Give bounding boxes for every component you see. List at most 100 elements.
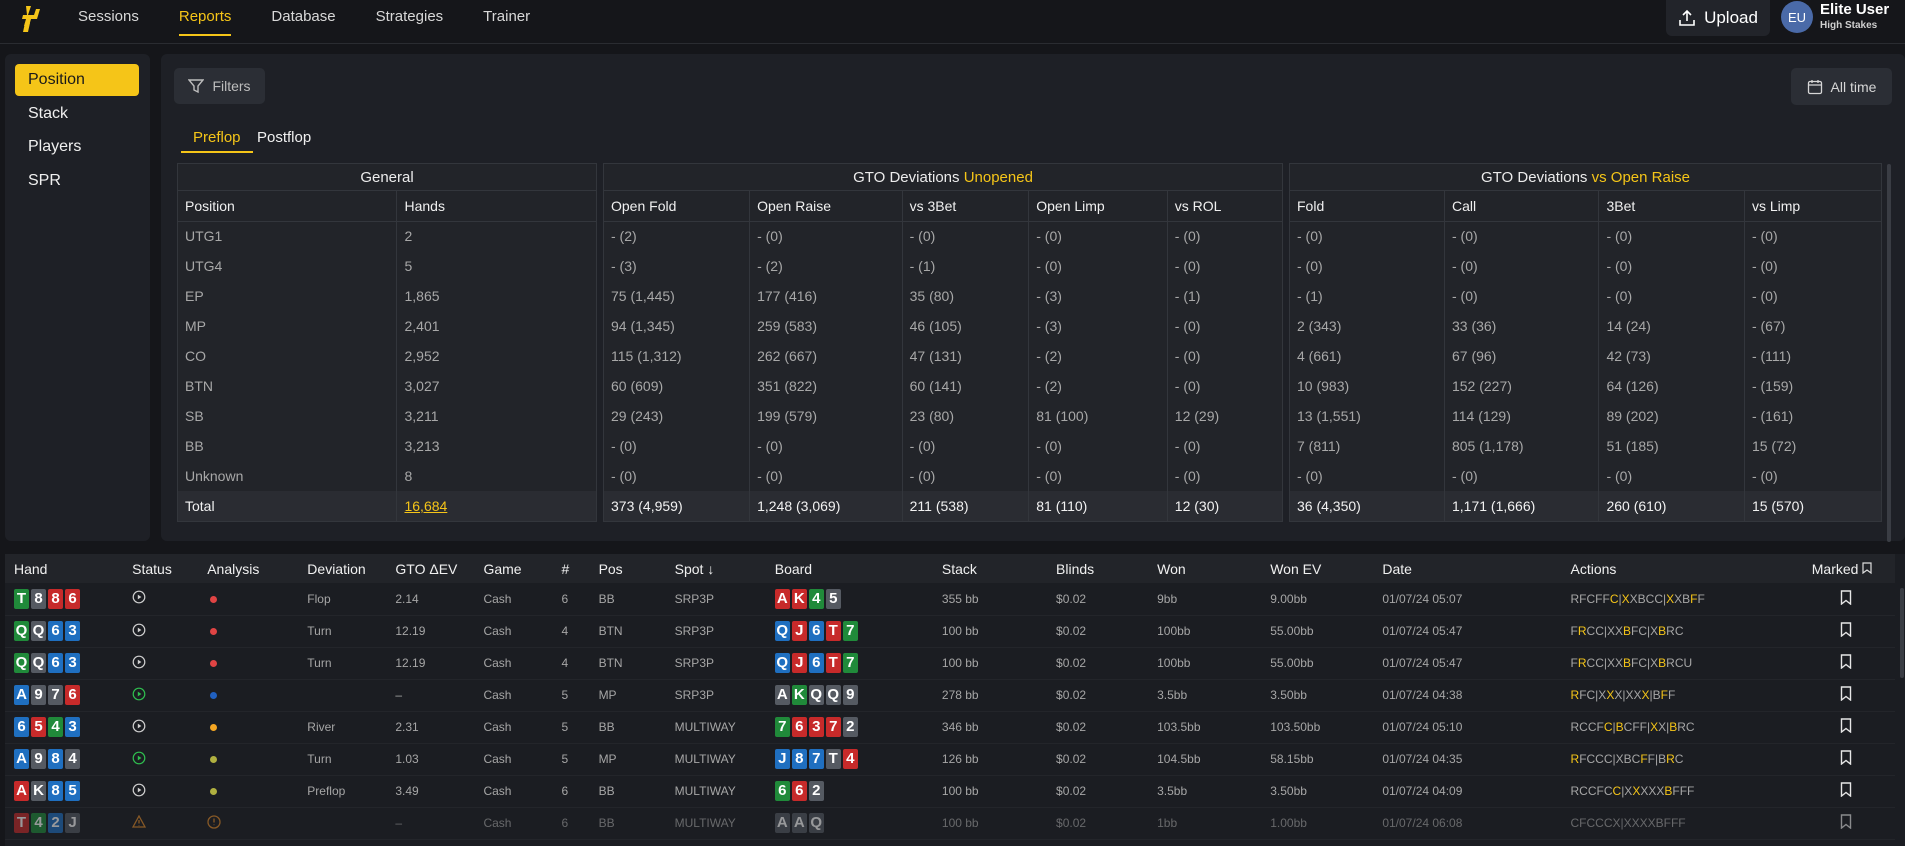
hand-row[interactable]: A 9 8 4 Turn 1.03 Cash 5 MP MULTIWAY J 8 7 T 4 126 bb $0…: [5, 743, 1895, 776]
column-header[interactable]: Game: [474, 554, 553, 583]
avatar[interactable]: EU: [1781, 1, 1813, 33]
column-header[interactable]: Board: [765, 554, 933, 583]
column-header[interactable]: #: [552, 554, 590, 583]
marked-cell[interactable]: [1802, 647, 1895, 680]
column-header[interactable]: Deviation: [298, 554, 387, 583]
hands-scrollbar[interactable]: [1900, 588, 1904, 678]
sidebar-item-players[interactable]: Players: [28, 138, 82, 155]
table-row[interactable]: BTN 3,027: [178, 371, 596, 401]
hand-row[interactable]: Q Q 6 3 Turn 12.19 Cash 4 BTN SRP3P Q J 6 T 7 100 bb $0.…: [5, 647, 1895, 680]
table-row[interactable]: UTG4 5: [178, 251, 596, 281]
table-row[interactable]: 60 (609) 351 (822) 60 (141) - (2) - (0): [604, 371, 1282, 401]
table-row[interactable]: 94 (1,345) 259 (583) 46 (105) - (3) - (0): [604, 311, 1282, 341]
column-header[interactable]: Status: [123, 554, 199, 583]
table-row[interactable]: 75 (1,445) 177 (416) 35 (80) - (3) - (1): [604, 281, 1282, 311]
column-header[interactable]: Date: [1373, 554, 1562, 583]
marked-cell[interactable]: [1802, 743, 1895, 776]
column-header[interactable]: Pos: [589, 554, 666, 583]
nav-database[interactable]: Database: [271, 8, 336, 25]
tab-postflop[interactable]: Postflop: [257, 129, 312, 146]
status-cell[interactable]: [123, 807, 199, 840]
column-header[interactable]: Won EV: [1261, 554, 1374, 583]
column-header[interactable]: Spot ↓: [665, 554, 766, 583]
logo-icon[interactable]: [22, 6, 40, 32]
bookmark-icon[interactable]: [1840, 590, 1852, 606]
column-header[interactable]: Stack: [932, 554, 1048, 583]
column-header[interactable]: Call: [1444, 191, 1600, 222]
table-row[interactable]: MP 2,401: [178, 311, 596, 341]
column-header[interactable]: Open Fold: [604, 191, 751, 222]
column-header[interactable]: Blinds: [1047, 554, 1149, 583]
status-cell[interactable]: [123, 583, 199, 616]
bookmark-icon[interactable]: [1840, 686, 1852, 702]
column-header[interactable]: vs 3Bet: [902, 191, 1030, 222]
column-header[interactable]: Hand: [5, 554, 124, 583]
table-row[interactable]: - (3) - (2) - (1) - (0) - (0): [604, 251, 1282, 281]
table-row[interactable]: 13 (1,551) 114 (129) 89 (202) - (161): [1290, 401, 1881, 431]
nav-sessions[interactable]: Sessions: [78, 8, 139, 25]
column-header[interactable]: Position: [178, 191, 398, 222]
column-header[interactable]: Analysis: [198, 554, 299, 583]
marked-cell[interactable]: [1802, 775, 1895, 808]
table-row[interactable]: 10 (983) 152 (227) 64 (126) - (159): [1290, 371, 1881, 401]
column-header[interactable]: Fold: [1290, 191, 1445, 222]
table-row[interactable]: - (0) - (0) - (0) - (0) - (0): [604, 431, 1282, 461]
table-row[interactable]: 29 (243) 199 (579) 23 (80) 81 (100) 12 (29): [604, 401, 1282, 431]
table-row[interactable]: UTG1 2: [178, 221, 596, 251]
status-cell[interactable]: [123, 711, 199, 744]
column-header[interactable]: Open Raise: [749, 191, 903, 222]
marked-cell[interactable]: [1802, 583, 1895, 616]
tab-preflop[interactable]: Preflop: [181, 126, 253, 153]
column-header[interactable]: Won: [1148, 554, 1262, 583]
status-cell[interactable]: [123, 647, 199, 680]
filters-button[interactable]: Filters: [174, 68, 265, 104]
sidebar-item-spr[interactable]: SPR: [28, 171, 61, 189]
nav-trainer[interactable]: Trainer: [483, 8, 531, 25]
column-header[interactable]: Hands: [396, 191, 596, 222]
hand-row[interactable]: A K 8 5 Preflop 3.49 Cash 6 BB MULTIWAY 6 6 2 100 bb $…: [5, 775, 1895, 808]
status-cell[interactable]: [123, 679, 199, 712]
sidebar-item-stack[interactable]: Stack: [28, 104, 69, 122]
bookmark-icon[interactable]: [1840, 750, 1852, 766]
table-row[interactable]: 4 (661) 67 (96) 42 (73) - (111): [1290, 341, 1881, 371]
table-row[interactable]: - (0) - (0) - (0) - (0) - (0): [604, 461, 1282, 491]
column-header[interactable]: vs Limp: [1744, 191, 1881, 222]
marked-cell[interactable]: [1802, 807, 1895, 840]
bookmark-icon[interactable]: [1840, 622, 1852, 638]
table-row[interactable]: CO 2,952: [178, 341, 596, 371]
status-cell[interactable]: [123, 775, 199, 808]
date-range-button[interactable]: All time: [1791, 68, 1892, 105]
status-cell[interactable]: [123, 743, 199, 776]
hand-row[interactable]: T 8 8 6 Flop 2.14 Cash 6 BB SRP3P A K 4 5 355 bb $0.02 9…: [5, 583, 1895, 616]
table-row[interactable]: Unknown 8: [178, 461, 596, 491]
column-header[interactable]: GTO ΔEV: [386, 554, 475, 583]
column-header[interactable]: Actions: [1561, 554, 1803, 583]
table-row[interactable]: BB 3,213: [178, 431, 596, 461]
hand-row[interactable]: 6 5 4 3 River 2.31 Cash 5 BB MULTIWAY 7 6 3 7 2 346 bb $…: [5, 711, 1895, 744]
column-header[interactable]: Marked: [1802, 554, 1895, 583]
marked-cell[interactable]: [1802, 679, 1895, 712]
marked-cell[interactable]: [1802, 615, 1895, 648]
scrollbar[interactable]: [1887, 164, 1891, 542]
nav-strategies[interactable]: Strategies: [375, 8, 444, 25]
hand-row[interactable]: A 9 7 6– Cash 5 MP SRP3P A K Q Q 9 278 bb $0.02 3.5bb 3.…: [5, 679, 1895, 712]
table-row[interactable]: - (2) - (0) - (0) - (0) - (0): [604, 221, 1282, 251]
bookmark-icon[interactable]: [1840, 718, 1852, 734]
table-row[interactable]: - (0) - (0) - (0) - (0): [1290, 221, 1881, 251]
table-row[interactable]: SB 3,211: [178, 401, 596, 431]
table-row[interactable]: 115 (1,312) 262 (667) 47 (131) - (2) - (0): [604, 341, 1282, 371]
upload-button[interactable]: Upload: [1666, 0, 1770, 36]
column-header[interactable]: 3Bet: [1598, 191, 1745, 222]
column-header[interactable]: Open Limp: [1028, 191, 1168, 222]
table-row[interactable]: 2 (343) 33 (36) 14 (24) - (67): [1290, 311, 1881, 341]
hand-row[interactable]: Q Q 6 3 Turn 12.19 Cash 4 BTN SRP3P Q J 6 T 7 100 bb $0.…: [5, 615, 1895, 648]
bookmark-icon[interactable]: [1840, 654, 1852, 670]
sidebar-item-position[interactable]: Position: [15, 64, 139, 96]
column-header[interactable]: vs ROL: [1167, 191, 1282, 222]
status-cell[interactable]: [123, 615, 199, 648]
table-row[interactable]: EP 1,865: [178, 281, 596, 311]
hand-row[interactable]: T 4 2 J – Cash 6 BB MULTIWAY A A Q 100 bb $0.02 1bb 1.0…: [5, 807, 1895, 840]
table-row[interactable]: - (0) - (0) - (0) - (0): [1290, 461, 1881, 491]
table-row[interactable]: - (1) - (0) - (0) - (0): [1290, 281, 1881, 311]
table-row[interactable]: 7 (811) 805 (1,178) 51 (185) 15 (72): [1290, 431, 1881, 461]
